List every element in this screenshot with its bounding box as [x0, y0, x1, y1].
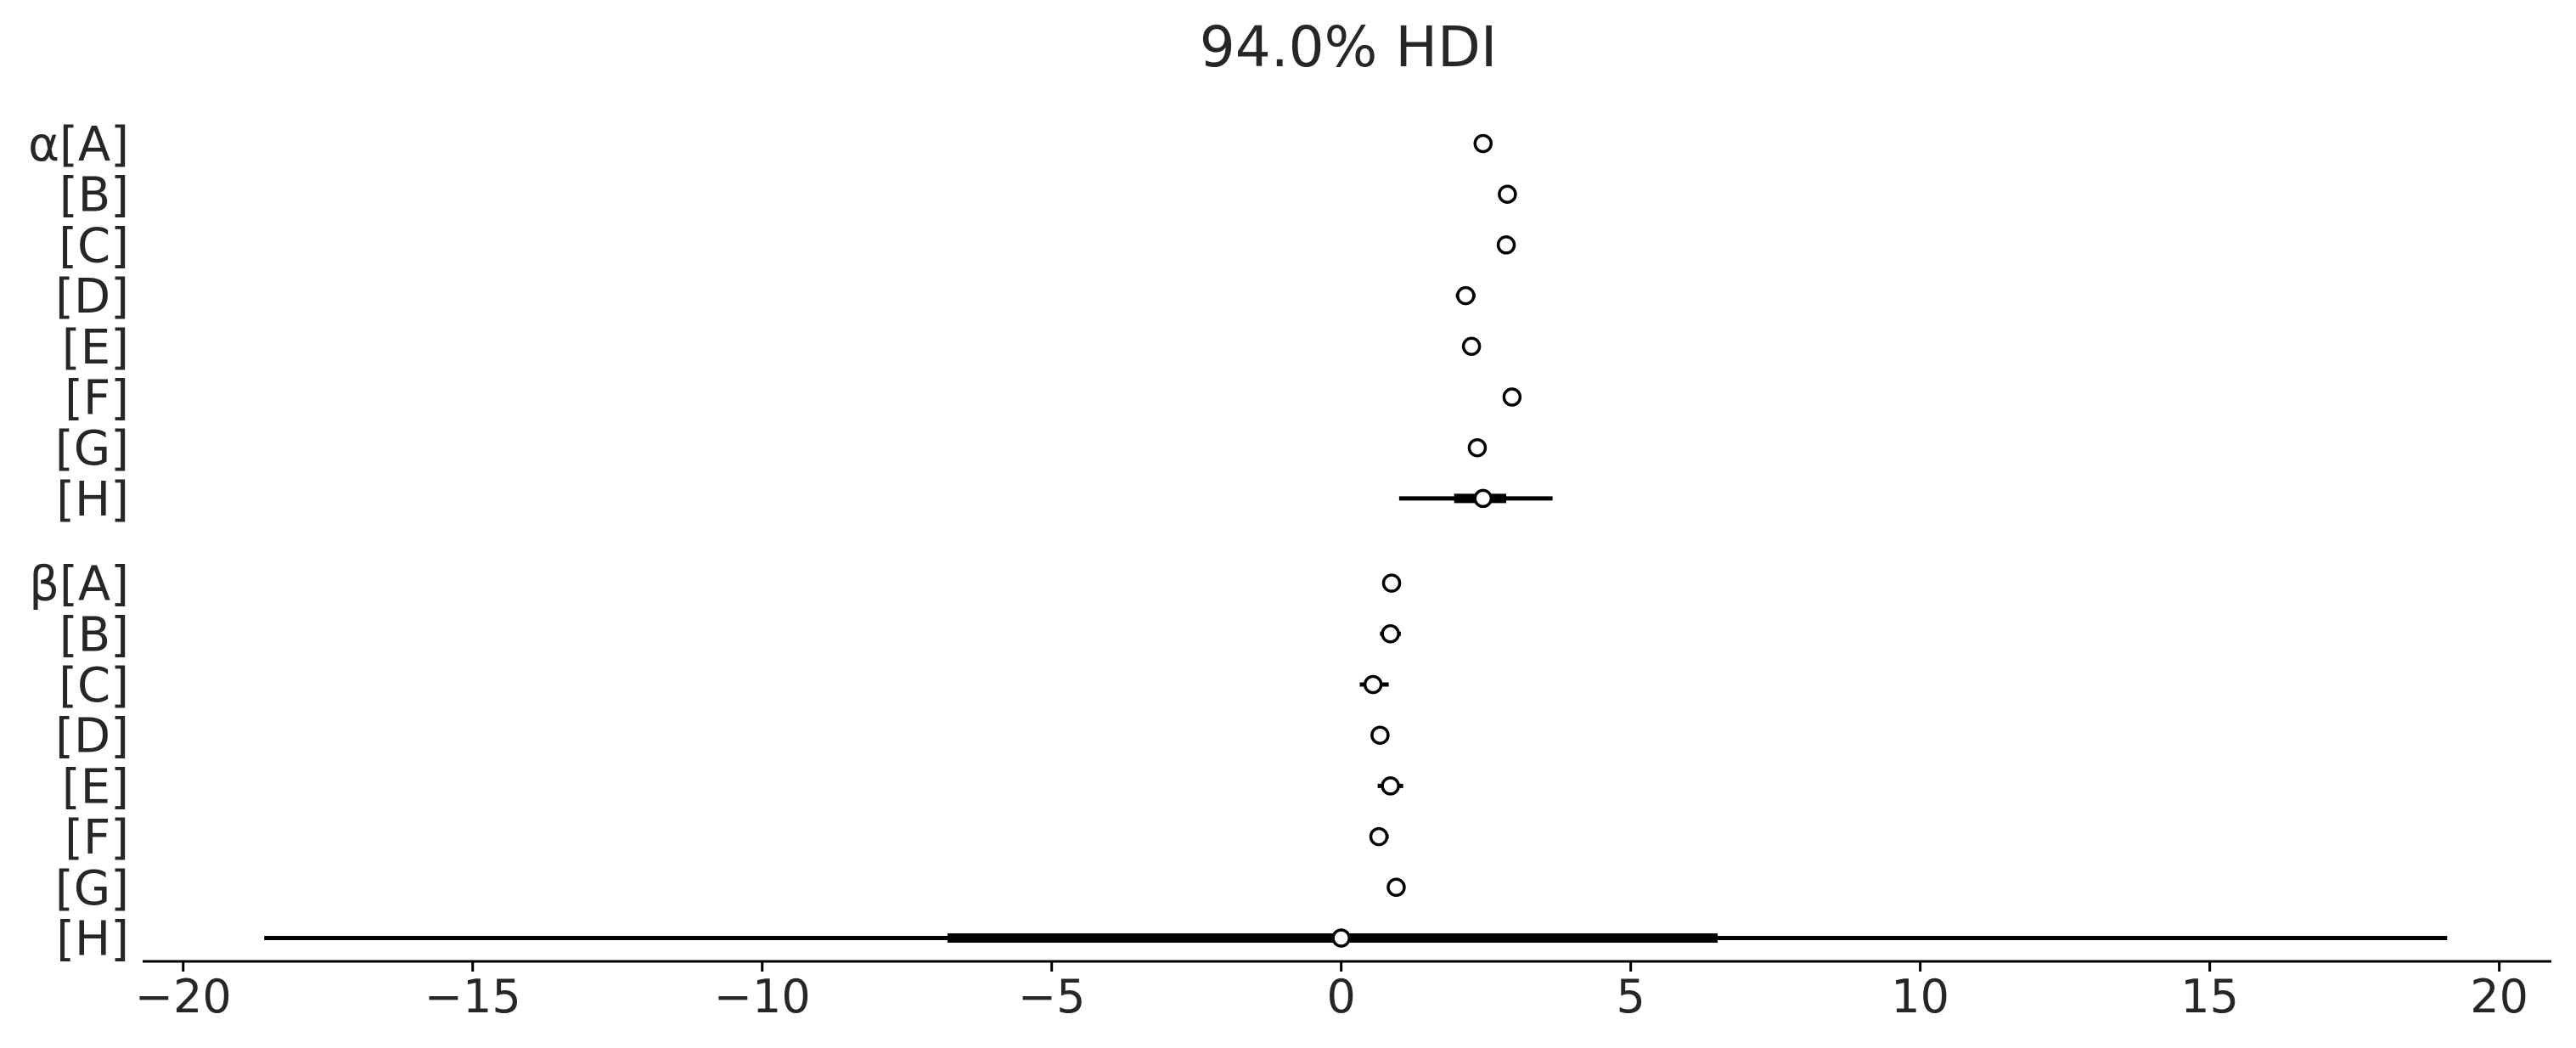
row-label: [G] [55, 421, 129, 476]
rows-layer: α[A][B][C][D][E][F][G][H]β[A][B][C][D][E… [28, 117, 2448, 967]
mean-point [1456, 285, 1476, 306]
row-9: [B] [59, 607, 1401, 662]
row-10: [C] [59, 658, 1389, 713]
mean-point [1363, 674, 1383, 695]
row-label: [C] [59, 658, 129, 713]
row-label: [D] [55, 269, 129, 324]
x-tick-label-0: 0 [1327, 970, 1356, 1023]
mean-point [1381, 624, 1400, 644]
row-5: [F] [65, 371, 1522, 426]
mean-point [1496, 235, 1516, 255]
row-label: [F] [65, 371, 129, 426]
x-tick-label-15: 15 [2180, 970, 2239, 1023]
x-tick-label-10: −10 [714, 970, 811, 1023]
row-label: [H] [56, 472, 129, 527]
mean-point [1369, 826, 1389, 847]
row-2: [C] [59, 218, 1516, 273]
row-label: [H] [56, 912, 129, 967]
row-label: [E] [62, 320, 129, 375]
row-label: [E] [62, 759, 129, 814]
mean-point [1386, 877, 1406, 898]
x-axis-ticks: −20 −15 −10 −5 0 5 10 15 20 [135, 961, 2528, 1023]
x-tick-label-15: −15 [425, 970, 521, 1023]
row-1: [B] [59, 168, 1517, 223]
row-14: [G] [55, 861, 1406, 916]
mean-point [1370, 725, 1390, 745]
row-label: β[A] [29, 557, 129, 612]
mean-point [1473, 133, 1493, 154]
row-13: [F] [65, 810, 1389, 865]
x-tick-label-5: 5 [1616, 970, 1645, 1023]
row-label: [B] [59, 168, 129, 223]
row-4: [E] [62, 320, 1482, 375]
row-label: [B] [59, 607, 129, 662]
row-3: [D] [55, 269, 1476, 324]
row-15: [H] [56, 912, 2448, 967]
mean-point [1381, 776, 1400, 796]
row-8: β[A] [29, 557, 1402, 612]
row-11: [D] [55, 709, 1390, 764]
row-0: α[A] [28, 117, 1493, 172]
row-7: [H] [56, 472, 1553, 527]
mean-point [1502, 387, 1522, 407]
row-label: [C] [59, 218, 129, 273]
mean-point [1461, 336, 1482, 357]
row-6: [G] [55, 421, 1488, 476]
mean-point [1467, 437, 1488, 458]
mean-point [1331, 928, 1351, 948]
chart-title: 94.0% HDI [1200, 14, 1498, 80]
mean-point [1473, 488, 1493, 509]
row-label: α[A] [28, 117, 129, 172]
row-12: [E] [62, 759, 1403, 814]
x-tick-label-20: −20 [135, 970, 232, 1023]
row-label: [D] [55, 709, 129, 764]
x-tick-label-5: −5 [1018, 970, 1086, 1023]
x-tick-label-10: 10 [1891, 970, 1949, 1023]
row-label: [F] [65, 810, 129, 865]
row-label: [G] [55, 861, 129, 916]
mean-point [1498, 184, 1517, 204]
mean-point [1381, 573, 1402, 593]
x-tick-label-20: 20 [2470, 970, 2528, 1023]
